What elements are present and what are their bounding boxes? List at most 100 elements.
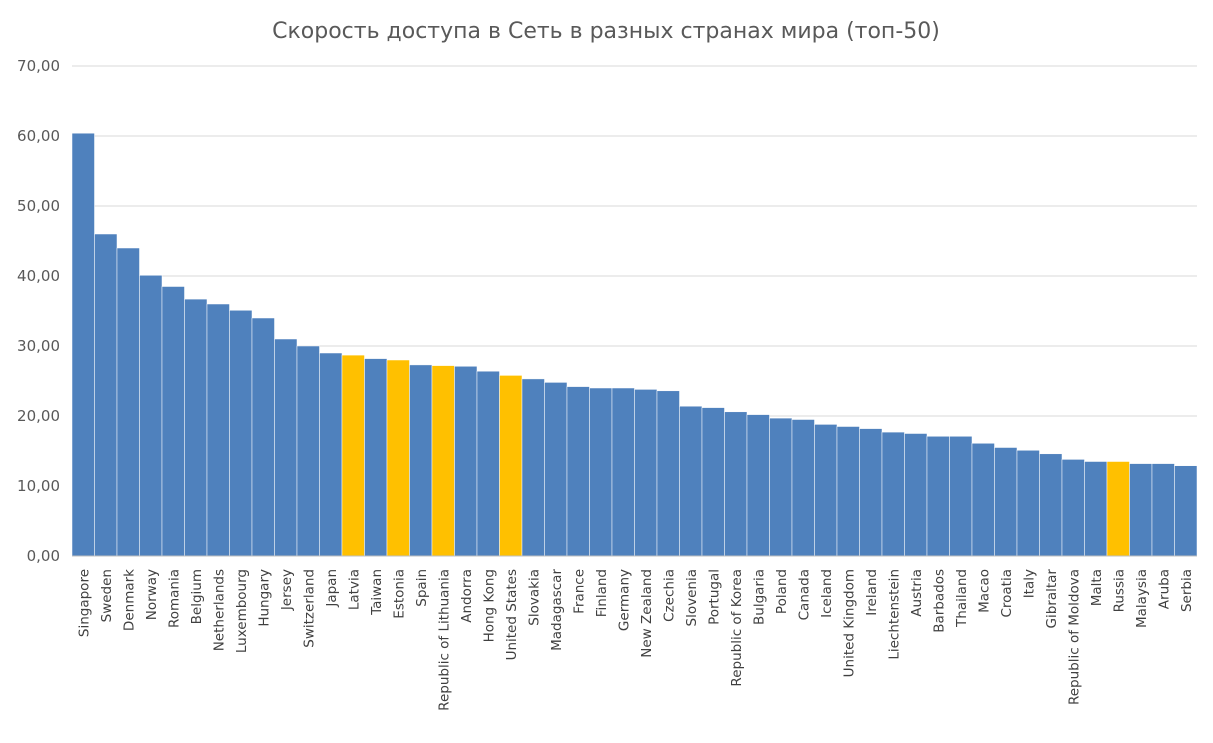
bar-united-states [499,375,523,557]
x-tick-label: Canada [796,569,812,620]
x-tick-label: Italy [1021,569,1037,598]
bar-belgium [184,298,208,557]
x-tick-label: Madagascar [549,569,565,651]
x-tick-label: Croatia [999,569,1015,618]
x-tick-label: Malta [1089,569,1105,606]
bar-latvia [341,354,365,557]
bar-austria [904,433,928,557]
bar-madagascar [544,382,568,557]
bar-slovenia [679,405,703,557]
x-tick-label: Liechtenstein [886,569,902,660]
x-tick-label: Luxembourg [234,569,250,653]
x-tick-label: Serbia [1179,569,1195,612]
x-tick-label: Latvia [346,569,362,610]
bar-norway [139,275,163,557]
y-tick-label: 20,00 [17,407,60,425]
bar-gibraltar [1039,453,1063,557]
x-tick-label: United States [504,569,520,660]
x-tick-label: Estonia [391,569,407,619]
bar-netherlands [206,303,230,557]
bar-republic-of-lithuania [431,365,455,557]
bar-new-zealand [634,389,658,557]
bar-spain [409,364,433,557]
x-tick-label: Malaysia [1134,569,1150,628]
x-tick-label: Andorra [459,569,475,623]
bar-switzerland [296,345,320,557]
x-tick-label: Denmark [121,569,137,631]
bar-barbados [926,436,950,557]
x-tick-label: Japan [324,569,340,608]
x-tick-label: Russia [1111,569,1127,612]
bar-france [566,386,590,557]
x-tick-label: Republic of Korea [729,569,745,687]
x-tick-label: Slovakia [526,569,542,626]
bar-romania [161,286,185,557]
x-axis-labels: Singapore Sweden Denmark Norway Romania Belgi… [76,569,1195,711]
x-tick-label: Norway [144,569,160,620]
bar-iceland [814,424,838,557]
x-tick-label: Romania [166,569,182,628]
x-tick-label: Sweden [99,569,115,622]
bar-macao [971,443,995,557]
x-tick-label: Thailand [954,569,970,628]
bar-liechtenstein [881,431,905,557]
x-tick-label: Macao [976,569,992,613]
x-tick-label: France [571,569,587,614]
x-tick-label: Germany [616,569,632,631]
x-tick-label: Czechia [661,569,677,622]
y-tick-label: 10,00 [17,477,60,495]
bar-czechia [656,390,680,557]
x-tick-label: Hong Kong [481,569,497,642]
bar-germany [611,387,635,557]
x-tick-label: Barbados [931,569,947,633]
y-tick-label: 0,00 [27,547,60,565]
y-tick-label: 70,00 [17,57,60,75]
bar-republic-of-moldova [1061,459,1085,557]
x-tick-label: United Kingdom [841,569,857,677]
x-tick-label: Republic of Lithuania [436,569,452,711]
bars [71,132,1198,557]
x-tick-label: Poland [774,569,790,614]
bar-andorra [454,366,478,557]
x-tick-label: Iceland [819,569,835,618]
bar-thailand [949,436,973,557]
bar-united-kingdom [836,426,860,557]
bar-aruba [1151,463,1175,557]
bar-malaysia [1129,463,1153,557]
x-tick-label: Austria [909,569,925,617]
bar-malta [1084,461,1108,557]
bar-republic-of-korea [724,411,748,557]
bar-portugal [701,407,725,557]
bar-singapore [71,132,95,557]
x-tick-label: Spain [414,569,430,607]
bar-luxembourg [229,310,253,557]
bar-croatia [994,447,1018,557]
x-tick-label: Taiwan [369,569,385,616]
bar-hungary [251,317,275,557]
x-tick-label: Jersey [279,569,295,611]
x-tick-label: Singapore [76,569,92,637]
x-tick-label: Portugal [706,569,722,625]
bar-finland [589,387,613,557]
x-tick-label: Gibraltar [1044,569,1060,629]
x-tick-label: New Zealand [639,569,655,658]
bar-sweden [94,233,118,557]
bar-denmark [116,247,140,557]
x-tick-label: Slovenia [684,569,700,626]
x-tick-label: Hungary [256,569,272,627]
x-tick-label: Switzerland [301,569,317,648]
bar-canada [791,419,815,557]
bar-bulgaria [746,414,770,557]
bar-jersey [274,338,298,557]
y-tick-label: 30,00 [17,337,60,355]
bar-estonia [386,359,410,557]
bar-japan [319,352,343,557]
bar-hong-kong [476,370,500,557]
x-tick-label: Republic of Moldova [1066,569,1082,705]
x-tick-label: Finland [594,569,610,617]
y-tick-label: 60,00 [17,127,60,145]
bar-taiwan [364,358,388,557]
x-tick-label: Aruba [1156,569,1172,609]
